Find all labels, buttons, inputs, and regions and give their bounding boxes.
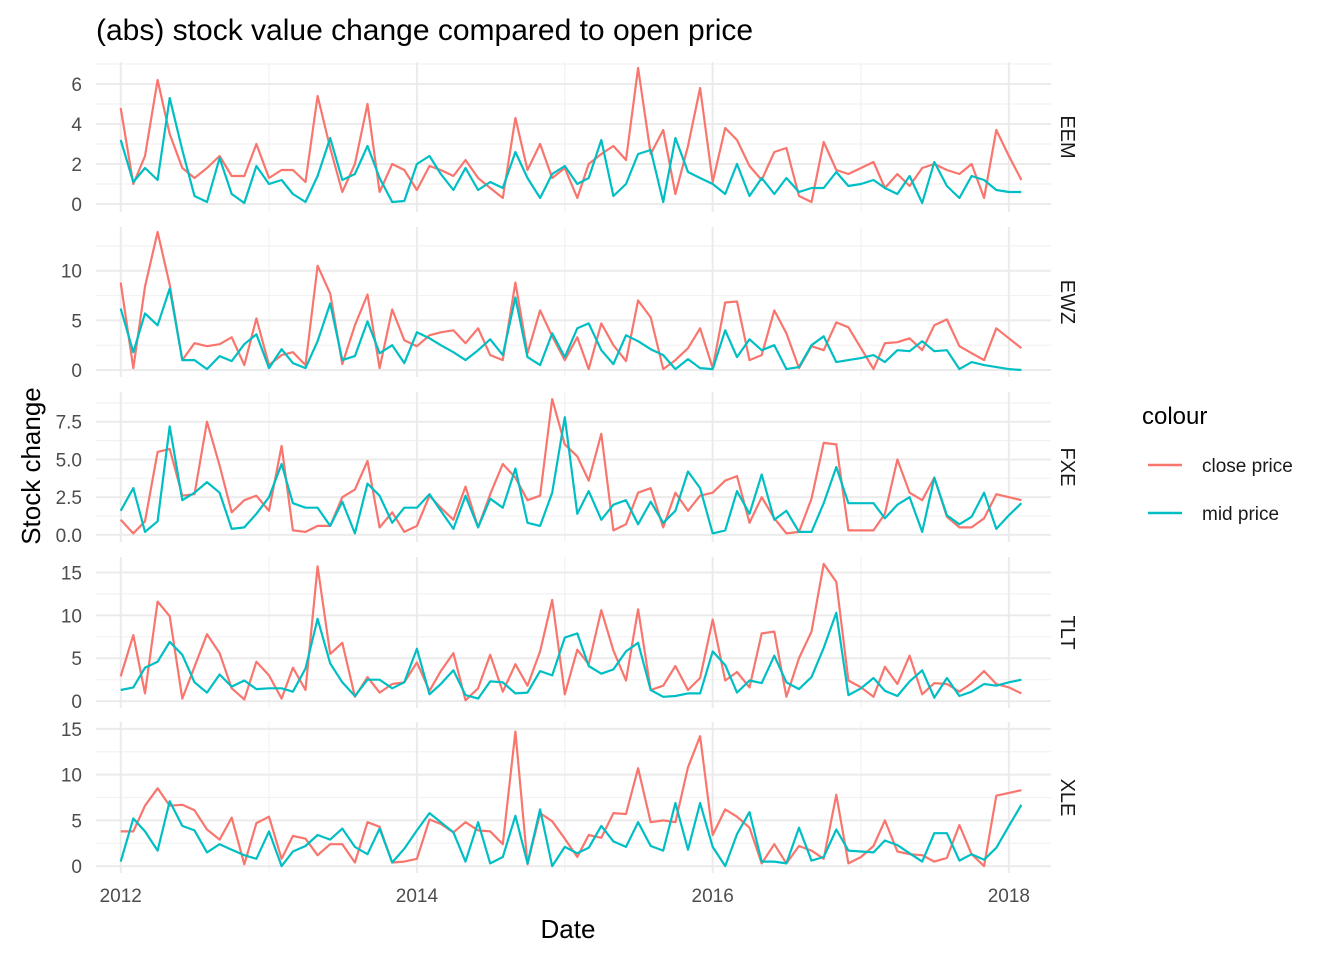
x-axis: 2012 2014 2016 2018: [100, 886, 1030, 907]
series-line-eem-close-price: [119, 66, 1023, 204]
y-tick-label: 0: [71, 692, 82, 713]
series-line-xle-mid-price: [119, 800, 1023, 868]
panel-xle: 0 5 10 15 XLE: [61, 720, 1078, 878]
legend: colour close price mid price: [1142, 403, 1293, 525]
series-line-fxe-mid-price: [119, 416, 1023, 535]
y-tick-label: 2.5: [56, 488, 82, 509]
series-line-ewz-mid-price: [119, 287, 1022, 372]
y-tick-label: 10: [61, 262, 82, 283]
y-tick-label: 5: [71, 811, 82, 832]
facet-panels: 0 2 4 6 EEM 0 5 10 EWZ 0.0 2.5 5.0 7.5 FXE 0 5 10 15 TLT 0 5…: [56, 62, 1078, 878]
x-tick-label: 2016: [692, 886, 734, 907]
series-line-ewz-close-price: [119, 230, 1023, 371]
series-line-tlt-mid-price: [120, 611, 1022, 700]
y-tick-label: 5: [71, 649, 82, 670]
y-tick-label: 5: [71, 311, 82, 332]
y-tick-label: 4: [71, 115, 82, 136]
y-tick-label: 0: [71, 857, 82, 878]
legend-label-close-price: close price: [1202, 456, 1293, 477]
x-tick-label: 2012: [100, 886, 142, 907]
series-line-tlt-close-price: [119, 562, 1022, 702]
y-tick-label: 15: [61, 720, 82, 741]
y-tick-label: 0: [71, 361, 82, 382]
series-line-fxe-close-price: [119, 398, 1022, 535]
y-tick-label: 10: [61, 766, 82, 787]
panel-tlt: 0 5 10 15 TLT: [61, 557, 1078, 713]
panel-fxe: 0.0 2.5 5.0 7.5 FXE: [56, 392, 1078, 547]
series-line-xle-close-price: [120, 730, 1022, 868]
panel-ewz: 0 5 10 EWZ: [61, 227, 1078, 382]
chart-title: (abs) stock value change compared to ope…: [96, 14, 753, 47]
facet-label-ewz: EWZ: [1056, 280, 1078, 324]
y-tick-label: 5.0: [56, 450, 82, 471]
y-tick-label: 0.0: [56, 526, 82, 547]
legend-title: colour: [1142, 403, 1207, 430]
y-tick-label: 6: [71, 75, 82, 96]
y-tick-label: 2: [71, 155, 82, 176]
y-tick-label: 7.5: [56, 413, 82, 434]
series-line-eem-mid-price: [119, 96, 1022, 205]
y-tick-label: 10: [61, 606, 82, 627]
y-axis-title: Stock change: [16, 387, 46, 545]
y-tick-label: 0: [71, 195, 82, 216]
facet-label-fxe: FXE: [1056, 448, 1078, 487]
legend-item-close-price: close price: [1148, 456, 1293, 477]
facet-label-eem: EEM: [1056, 115, 1078, 158]
panel-eem: 0 2 4 6 EEM: [71, 62, 1078, 216]
facet-label-tlt: TLT: [1056, 615, 1078, 649]
x-axis-title: Date: [541, 914, 596, 944]
x-tick-label: 2018: [988, 886, 1030, 907]
legend-item-mid-price: mid price: [1148, 504, 1279, 525]
y-tick-label: 15: [61, 563, 82, 584]
legend-label-mid-price: mid price: [1202, 504, 1279, 525]
x-tick-label: 2014: [396, 886, 439, 907]
facet-label-xle: XLE: [1056, 779, 1078, 817]
